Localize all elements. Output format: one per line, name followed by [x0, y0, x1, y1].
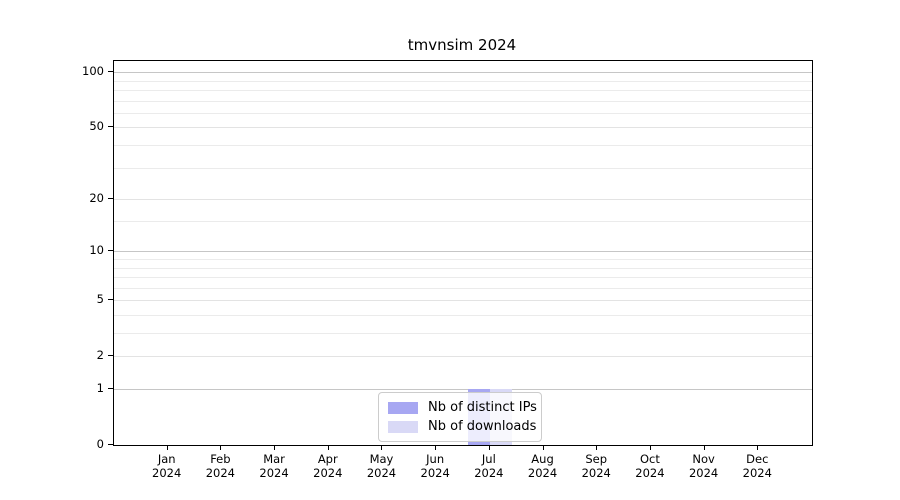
- x-tick-mark: [381, 445, 383, 450]
- y-tick-label: 5: [96, 292, 104, 307]
- gridline-minor: [114, 145, 812, 147]
- gridline-minor: [114, 333, 812, 335]
- x-tick-month: Aug: [531, 452, 554, 466]
- gridline-minor: [114, 287, 812, 289]
- x-tick-year: 2024: [742, 466, 772, 480]
- x-tick-year: 2024: [527, 466, 558, 480]
- gridline: [114, 356, 812, 358]
- y-tick-label: 100: [82, 64, 104, 79]
- x-tick-month: Apr: [317, 452, 338, 466]
- x-tick-month: Nov: [692, 452, 715, 466]
- gridline-minor: [114, 221, 812, 223]
- x-tick-label: Oct 2024: [620, 452, 680, 480]
- legend-item-downloads: Nb of downloads: [388, 417, 537, 436]
- x-tick-mark: [757, 445, 759, 450]
- x-tick-year: 2024: [635, 466, 665, 480]
- x-tick-mark: [274, 445, 276, 450]
- y-tick-mark: [108, 299, 113, 301]
- x-tick-mark: [649, 445, 651, 450]
- x-tick-year: 2024: [259, 466, 289, 480]
- x-tick-mark: [596, 445, 598, 450]
- x-tick-label: Mar 2024: [244, 452, 304, 480]
- x-tick-mark: [220, 445, 222, 450]
- gridline-minor: [114, 259, 812, 260]
- gridline-major: [114, 72, 812, 74]
- x-tick-label: Jun 2024: [405, 452, 465, 480]
- x-tick-month: May: [369, 452, 394, 466]
- gridline-minor: [114, 277, 812, 279]
- x-tick-month: Jul: [481, 452, 496, 466]
- x-tick-mark: [327, 445, 329, 450]
- gridline-minor: [114, 112, 812, 114]
- gridline-major: [114, 389, 812, 390]
- x-tick-label: Feb 2024: [190, 452, 250, 480]
- gridline-minor: [114, 100, 812, 102]
- gridline: [114, 127, 812, 129]
- x-tick-month: Jan: [157, 452, 176, 466]
- legend-swatch-distinct-ips: [388, 401, 418, 414]
- gridline-minor: [114, 314, 812, 316]
- y-tick-mark: [108, 444, 113, 445]
- gridline-minor: [114, 80, 812, 82]
- legend-label-distinct-ips: Nb of distinct IPs: [428, 400, 537, 415]
- y-tick-label: 50: [89, 119, 104, 134]
- x-tick-label: Jul 2024: [459, 452, 519, 480]
- x-tick-month: Jun: [426, 452, 445, 466]
- x-tick-year: 2024: [688, 466, 719, 480]
- y-tick-mark: [108, 355, 113, 357]
- x-tick-label: Jan 2024: [137, 452, 197, 480]
- x-tick-month: Oct: [639, 452, 660, 466]
- x-tick-label: Dec 2024: [727, 452, 787, 480]
- x-tick-label: Apr 2024: [298, 452, 358, 480]
- x-tick-month: Mar: [263, 452, 285, 466]
- y-tick-mark: [108, 126, 113, 128]
- x-tick-mark: [488, 445, 490, 450]
- x-tick-label: May 2024: [351, 452, 411, 480]
- y-tick-mark: [108, 250, 113, 252]
- gridline-major: [114, 251, 812, 253]
- gridline: [114, 199, 812, 201]
- plot-area: [113, 60, 813, 446]
- x-tick-mark: [166, 445, 168, 450]
- x-tick-year: 2024: [152, 466, 182, 480]
- y-tick-mark: [108, 198, 113, 200]
- x-tick-mark: [435, 445, 437, 450]
- y-tick-mark: [108, 388, 113, 389]
- x-tick-label: Aug 2024: [513, 452, 573, 480]
- x-tick-month: Feb: [210, 452, 231, 466]
- legend-item-distinct-ips: Nb of distinct IPs: [388, 398, 537, 417]
- x-tick-year: 2024: [205, 466, 236, 480]
- x-tick-mark: [703, 445, 705, 450]
- x-tick-year: 2024: [366, 466, 397, 480]
- x-tick-label: Nov 2024: [674, 452, 734, 480]
- x-tick-month: Dec: [746, 452, 769, 466]
- gridline-minor: [114, 167, 812, 169]
- y-tick-label: 0: [96, 437, 104, 451]
- y-tick-label: 2: [96, 348, 104, 363]
- y-tick-label: 20: [89, 191, 104, 206]
- x-tick-label: Sep 2024: [566, 452, 626, 480]
- legend: Nb of distinct IPs Nb of downloads: [378, 392, 542, 442]
- gridline-minor: [114, 90, 812, 92]
- legend-label-downloads: Nb of downloads: [428, 419, 537, 434]
- y-tick-mark: [108, 71, 113, 73]
- x-tick-year: 2024: [420, 466, 450, 480]
- x-tick-year: 2024: [313, 466, 343, 480]
- gridline-minor: [114, 267, 812, 269]
- y-tick-label: 10: [89, 243, 104, 258]
- x-tick-month: Sep: [585, 452, 608, 466]
- y-tick-label: 1: [96, 381, 104, 395]
- legend-swatch-downloads: [388, 420, 418, 433]
- gridline: [114, 300, 812, 302]
- x-tick-year: 2024: [581, 466, 611, 480]
- chart-title: tmvnsim 2024: [407, 36, 517, 54]
- x-tick-year: 2024: [474, 466, 504, 480]
- x-tick-mark: [542, 445, 544, 450]
